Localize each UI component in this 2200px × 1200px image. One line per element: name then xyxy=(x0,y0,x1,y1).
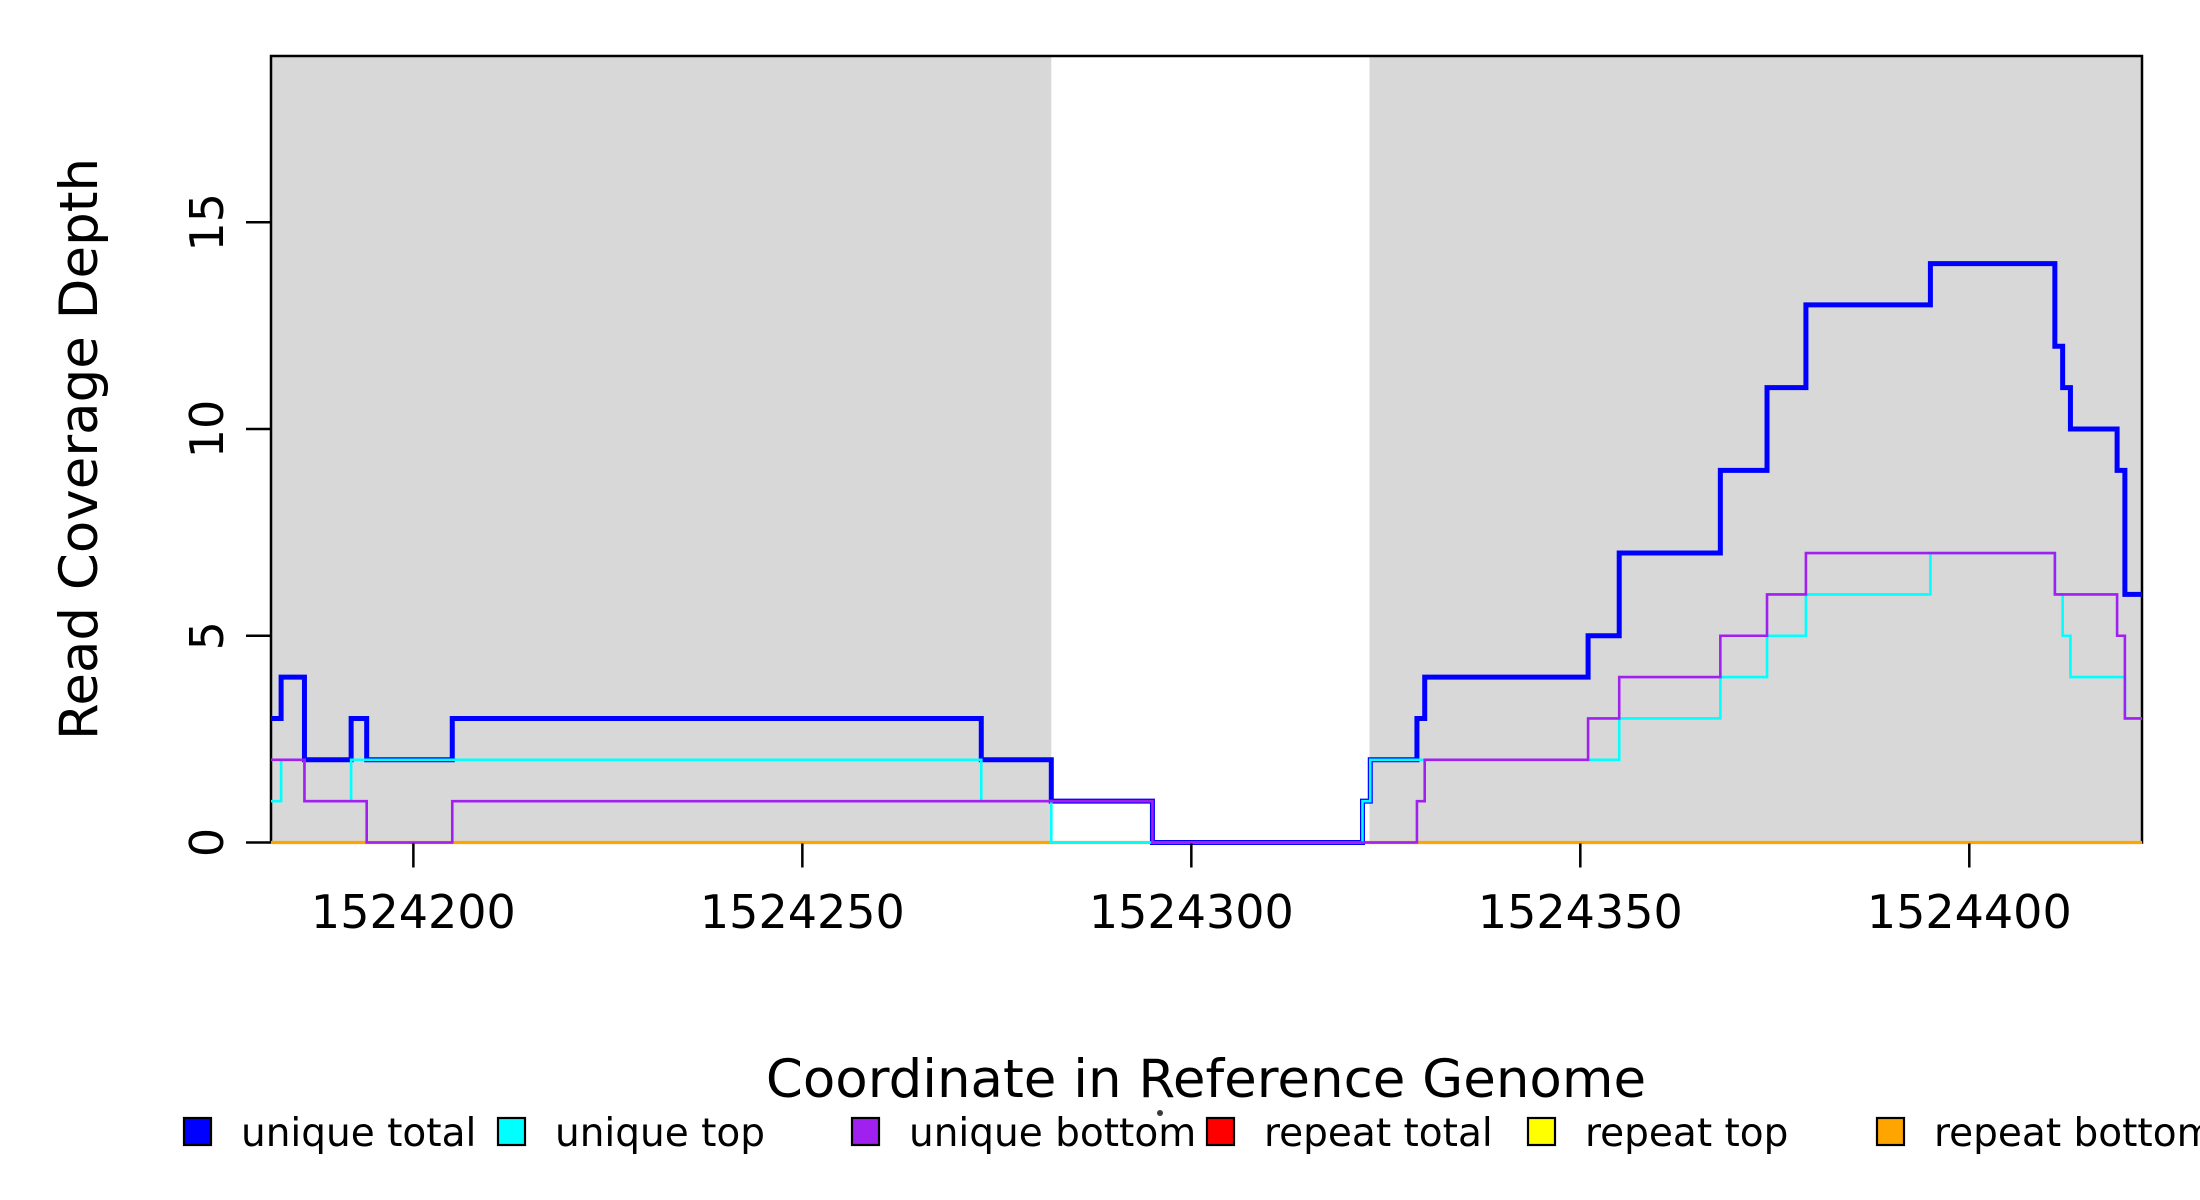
y-tick-label: 5 xyxy=(180,621,234,650)
x-tick-label: 1524300 xyxy=(1089,885,1294,939)
x-tick-label: 1524250 xyxy=(700,885,905,939)
shaded-regions-group xyxy=(271,56,2142,843)
y-tick-label: 0 xyxy=(180,828,234,857)
legend: unique total unique top unique bottom repea… xyxy=(182,1111,2200,1156)
stray-dot-mark xyxy=(1157,1110,1163,1116)
y-axis: 0 5 10 15 xyxy=(180,193,270,857)
unique-region-left xyxy=(271,56,1052,843)
legend-label-unique-total: unique total xyxy=(241,1111,476,1156)
series-line-unique-bottom xyxy=(271,551,2142,844)
x-tick-label: 1524400 xyxy=(1867,885,2072,939)
y-tick-label: 15 xyxy=(180,193,234,252)
legend-swatch-unique-top xyxy=(496,1116,527,1147)
x-axis: 1524200 1524250 1524300 1524350 1524400 xyxy=(311,843,2072,939)
series-line-unique-top xyxy=(271,551,2142,844)
series-lines-group xyxy=(271,261,2142,845)
x-tick-label: 1524200 xyxy=(311,885,516,939)
legend-label-unique-bottom: unique bottom xyxy=(909,1111,1196,1156)
y-tick-label: 10 xyxy=(180,400,234,459)
unique-region-right xyxy=(1369,56,2142,843)
legend-label-repeat-total: repeat total xyxy=(1264,1111,1493,1156)
legend-label-unique-top: unique top xyxy=(555,1111,765,1156)
legend-swatch-repeat-total xyxy=(1205,1116,1236,1147)
legend-label-repeat-top: repeat top xyxy=(1585,1111,1788,1156)
x-tick-label: 1524350 xyxy=(1478,885,1683,939)
legend-label-repeat-bottom: repeat bottom xyxy=(1934,1111,2200,1156)
x-axis-title: Coordinate in Reference Genome xyxy=(766,1049,1646,1110)
legend-swatch-repeat-bottom xyxy=(1875,1116,1906,1147)
y-axis-title: Read Coverage Depth xyxy=(49,158,110,740)
legend-swatch-unique-total xyxy=(182,1116,213,1147)
legend-swatch-unique-bottom xyxy=(850,1116,881,1147)
legend-swatch-repeat-top xyxy=(1526,1116,1557,1147)
series-line-unique-total xyxy=(271,261,2142,845)
